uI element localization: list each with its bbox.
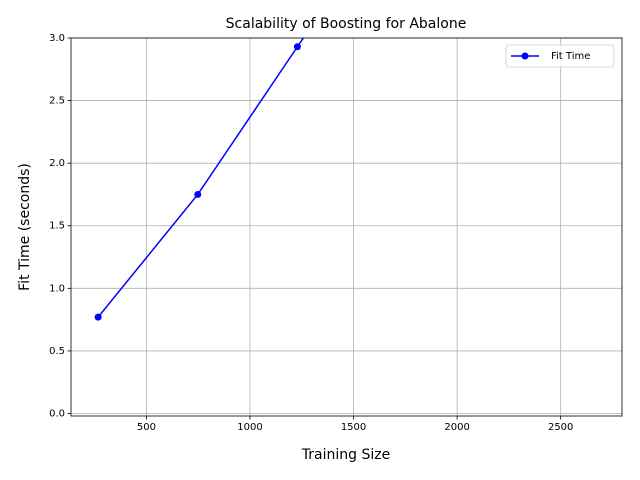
y-tick-label: 1.5 <box>49 221 65 232</box>
y-axis-label: Fit Time (seconds) <box>17 163 33 291</box>
x-tick-label: 1000 <box>237 422 262 433</box>
legend: Fit Time <box>505 44 615 68</box>
y-tick-label: 1.0 <box>49 283 65 294</box>
point <box>293 43 301 51</box>
y-tick-label: 0.0 <box>49 408 65 419</box>
y-tick-label: 0.5 <box>49 346 65 357</box>
legend-box <box>505 44 615 68</box>
axes-frame <box>70 37 623 417</box>
point <box>194 190 202 198</box>
plot-area <box>94 38 305 321</box>
y-tick-label: 3.0 <box>49 33 65 44</box>
ticks: 500 1000 1500 2000 2500 0.0 0.5 1.0 1.5 2.0 2.5 3.0 <box>49 33 573 433</box>
point <box>94 313 102 321</box>
x-tick-label: 2500 <box>548 422 573 433</box>
legend-marker <box>521 52 529 60</box>
x-tick-label: 1500 <box>341 422 366 433</box>
x-tick-label: 500 <box>137 422 156 433</box>
x-tick-label: 2000 <box>444 422 469 433</box>
legend-label: Fit Time <box>551 51 590 62</box>
x-axis-label: Training Size <box>301 447 390 463</box>
chart-title: Scalability of Boosting for Abalone <box>226 16 467 32</box>
y-tick-label: 2.0 <box>49 158 65 169</box>
series-line <box>97 38 305 318</box>
y-tick-label: 2.5 <box>49 96 65 107</box>
grid <box>71 37 622 416</box>
